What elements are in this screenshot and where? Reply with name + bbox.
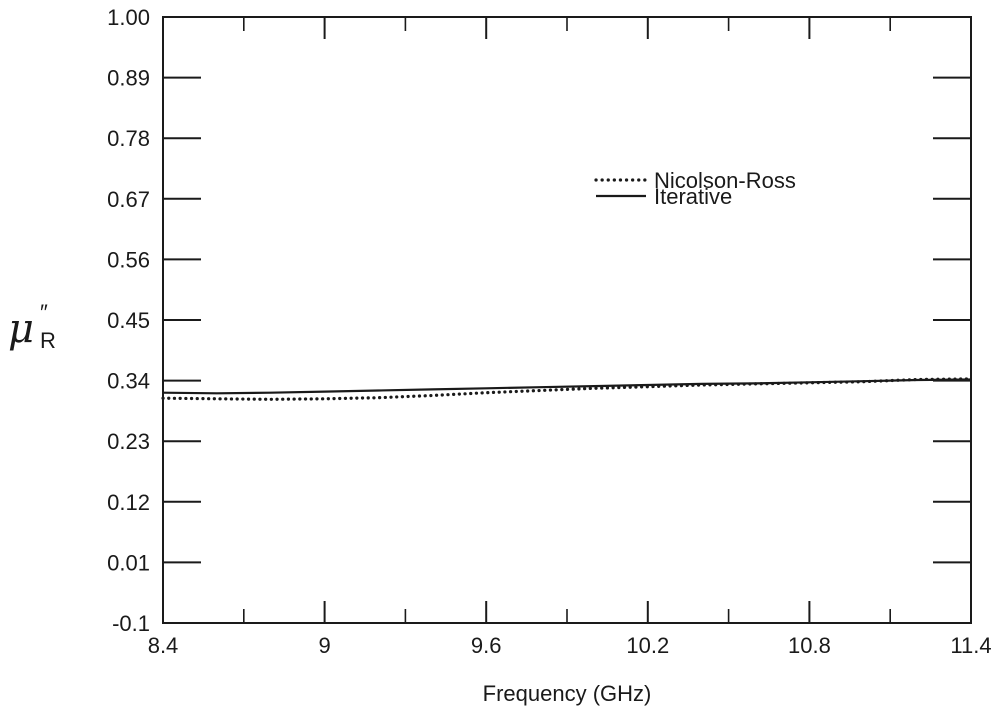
y-tick-label: 0.56 (107, 247, 150, 272)
y-tick-label: 0.89 (107, 66, 150, 91)
legend-label-iterative: Iterative (654, 184, 732, 209)
x-tick-label: 10.8 (788, 633, 831, 658)
series-layer (161, 377, 973, 401)
legend-label-nicolson-ross: Nicolson-Ross (654, 168, 796, 193)
x-axis-title: Frequency (GHz) (483, 681, 652, 706)
y-tick-label: 1.00 (107, 5, 150, 30)
x-tick-label: 9 (318, 633, 330, 658)
y-tick-label: 0.34 (107, 369, 150, 394)
x-tick-label: 10.2 (626, 633, 669, 658)
y-axis-title: μ ″ R (8, 300, 56, 353)
y-tick-label: 0.01 (107, 550, 150, 575)
legend: Nicolson-Ross Iterative (594, 168, 796, 209)
y-tick-label: -0.1 (112, 611, 150, 636)
y-axis-title-subscript: R (40, 328, 56, 353)
y-tick-label: 0.23 (107, 429, 150, 454)
x-tick-label: 11.4 (950, 633, 991, 658)
plot-frame (162, 16, 972, 624)
y-axis-title-symbol: μ (8, 306, 34, 352)
y-tick-label: 0.45 (107, 308, 150, 333)
y-axis-title-superscript: ″ (40, 300, 48, 325)
x-tick-label: 9.6 (471, 633, 502, 658)
series-line-iterative (162, 378, 972, 395)
y-tick-label: 0.78 (107, 126, 150, 151)
axis-ticks (163, 17, 971, 623)
y-tick-label: 0.12 (107, 490, 150, 515)
x-tick-label: 8.4 (148, 633, 179, 658)
y-tick-label: 0.67 (107, 187, 150, 212)
axis-tick-labels: -0.1 0.01 0.12 0.23 0.34 0.45 0.56 0.67 0.78 0.89… (107, 5, 991, 658)
